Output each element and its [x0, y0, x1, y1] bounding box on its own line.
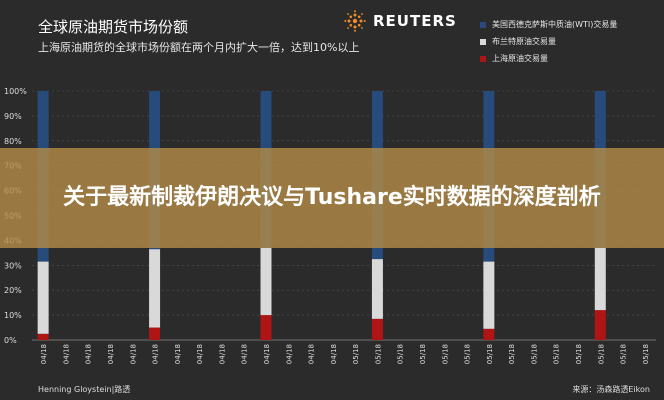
x-tick-label: 05/18	[575, 344, 583, 364]
x-tick-label: 04/18	[285, 344, 293, 364]
footer-source: 来源：汤森路透Eikon	[572, 385, 650, 394]
x-tick-label: 04/18	[218, 344, 226, 364]
bar-segment	[149, 249, 161, 328]
legend-label-wti: 美国西德克萨斯中质油(WTI)交易量	[492, 20, 618, 29]
x-tick-label: 05/18	[620, 344, 628, 364]
logo-text: REUTERS	[373, 12, 457, 30]
x-tick-label: 04/18	[330, 344, 338, 364]
chart-legend: 美国西德克萨斯中质油(WTI)交易量 布兰特原油交易量 上海原油交易量	[480, 16, 617, 67]
legend-swatch-shanghai	[480, 55, 486, 62]
legend-item-brent: 布兰特原油交易量	[480, 33, 617, 50]
bar-segment	[594, 310, 606, 340]
bar-segment	[371, 259, 383, 319]
legend-label-brent: 布兰特原油交易量	[492, 37, 556, 46]
x-tick-label: 05/18	[352, 344, 360, 364]
chart-title: 全球原油期货市场份额	[38, 18, 189, 36]
x-tick-label: 04/18	[40, 344, 48, 364]
x-tick-label: 04/18	[129, 344, 137, 364]
x-tick-label: 05/18	[553, 344, 561, 364]
y-tick-label: 90%	[4, 112, 22, 121]
x-tick-label: 05/18	[597, 344, 605, 364]
bar-segment	[483, 328, 495, 340]
x-tick-label: 04/18	[62, 344, 70, 364]
x-tick-label: 05/18	[486, 344, 494, 364]
legend-item-wti: 美国西德克萨斯中质油(WTI)交易量	[480, 16, 617, 33]
x-tick-label: 05/18	[397, 344, 405, 364]
x-tick-label: 04/18	[152, 344, 160, 364]
bar-segment	[594, 247, 606, 311]
legend-swatch-wti	[480, 21, 486, 28]
y-tick-label: 20%	[4, 286, 22, 295]
x-tick-label: 04/18	[107, 344, 115, 364]
x-tick-label: 05/18	[441, 344, 449, 364]
reuters-dot-logo-icon	[344, 10, 366, 32]
overlay-banner: 关于最新制裁伊朗决议与Tushare实时数据的深度剖析	[0, 148, 664, 248]
x-tick-label: 04/18	[263, 344, 271, 364]
y-tick-label: 0%	[4, 336, 17, 345]
x-tick-label: 05/18	[530, 344, 538, 364]
y-tick-label: 80%	[4, 137, 22, 146]
x-tick-label: 04/18	[196, 344, 204, 364]
x-tick-label: 05/18	[642, 344, 650, 364]
x-tick-label: 05/18	[508, 344, 516, 364]
bar-segment	[37, 333, 49, 340]
reuters-logo: REUTERS	[344, 10, 462, 32]
chart-subtitle: 上海原油期货的全球市场份额在两个月内扩大一倍，达到10%以上	[38, 41, 360, 54]
y-tick-label: 100%	[4, 87, 27, 96]
banner-headline: 关于最新制裁伊朗决议与Tushare实时数据的深度剖析	[63, 185, 601, 210]
x-tick-label: 05/18	[419, 344, 427, 364]
x-tick-label: 05/18	[464, 344, 472, 364]
x-tick-label: 04/18	[85, 344, 93, 364]
footer-credit: Henning Gloystein|路透	[38, 385, 131, 394]
bar-segment	[260, 315, 272, 340]
legend-item-shanghai: 上海原油交易量	[480, 50, 617, 67]
x-tick-label: 04/18	[174, 344, 182, 364]
y-tick-label: 10%	[4, 311, 22, 320]
legend-swatch-brent	[480, 38, 486, 45]
x-tick-label: 04/18	[308, 344, 316, 364]
y-tick-label: 30%	[4, 261, 22, 270]
x-tick-label: 05/18	[374, 344, 382, 364]
bar-segment	[260, 247, 272, 316]
bar-segment	[149, 327, 161, 340]
bar-segment	[371, 318, 383, 340]
legend-label-shanghai: 上海原油交易量	[492, 54, 548, 63]
x-tick-label: 04/18	[241, 344, 249, 364]
bar-segment	[37, 261, 49, 334]
bar-segment	[483, 261, 495, 329]
